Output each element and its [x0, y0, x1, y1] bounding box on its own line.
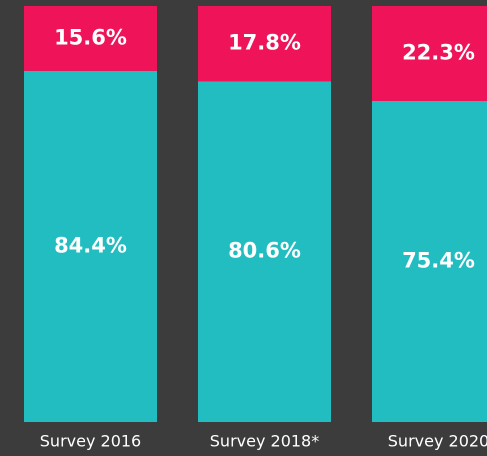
x-tick-label: Survey 2020 [388, 432, 487, 451]
bar-segment [24, 70, 157, 422]
data-label: 15.6% [54, 25, 127, 49]
data-label: 17.8% [228, 31, 301, 55]
data-label: 84.4% [54, 233, 127, 257]
data-label: 22.3% [402, 40, 475, 64]
bar-segment [24, 6, 157, 71]
bar-segment [198, 81, 331, 423]
bar-segment [198, 6, 331, 82]
bar-segment [372, 100, 487, 422]
x-tick-label: Survey 2016 [40, 432, 141, 451]
x-tick-label: Survey 2018* [210, 432, 319, 451]
data-label: 80.6% [228, 239, 301, 263]
bar-segment [372, 6, 487, 101]
data-label: 75.4% [402, 248, 475, 272]
